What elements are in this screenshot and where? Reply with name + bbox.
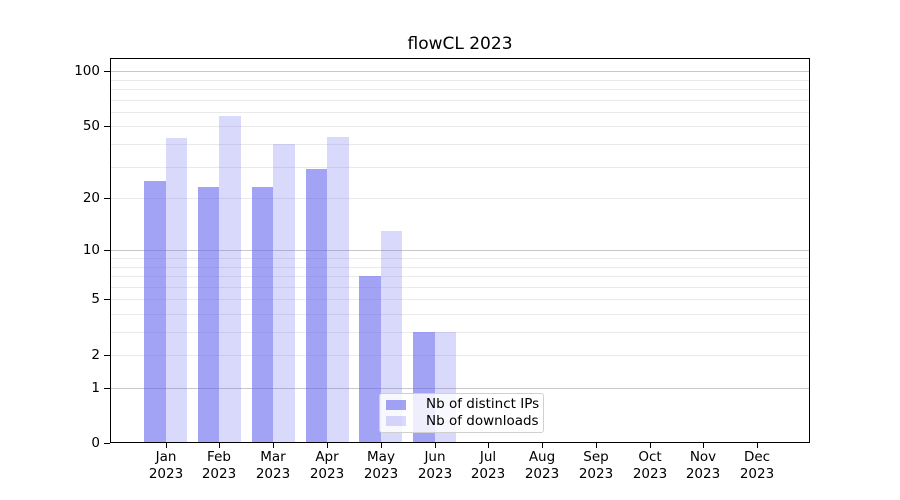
gridline-minor	[110, 287, 810, 288]
bar-nb-of-distinct-ips	[197, 187, 220, 443]
y-axis-tick	[104, 443, 110, 444]
x-axis-tick	[381, 443, 382, 448]
x-axis-tick	[488, 443, 489, 448]
y-axis-tick-label: 10	[82, 242, 100, 258]
x-axis-tick	[703, 443, 704, 448]
y-axis-tick-label: 1	[91, 380, 100, 396]
legend-swatch-distinct-ips	[386, 399, 406, 410]
gridline-major	[110, 71, 810, 72]
gridline-minor	[110, 167, 810, 168]
legend-swatch-downloads	[386, 416, 406, 427]
x-axis-tick-label: Dec 2023	[739, 449, 775, 482]
gridline-minor	[110, 89, 810, 90]
x-axis-tick	[273, 443, 274, 448]
x-axis-tick	[219, 443, 220, 448]
bar-nb-of-distinct-ips	[359, 276, 381, 443]
chart-title: flowCL 2023	[407, 34, 513, 54]
gridline-minor	[110, 332, 810, 333]
x-axis-tick-label: Mar 2023	[255, 449, 291, 482]
x-axis-tick-label: Jan 2023	[148, 449, 184, 482]
y-axis-tick	[104, 250, 110, 251]
gridline-minor	[110, 258, 810, 259]
x-axis-tick-label: Oct 2023	[632, 449, 668, 482]
gridline-minor	[110, 126, 810, 127]
gridline-minor	[110, 80, 810, 81]
x-axis-tick-label: Jul 2023	[470, 449, 506, 482]
gridline-minor	[110, 112, 810, 113]
y-axis-tick	[104, 71, 110, 72]
bar-nb-of-distinct-ips	[251, 187, 274, 443]
bar-nb-of-downloads	[380, 230, 403, 443]
gridline-major	[110, 388, 810, 389]
bar-nb-of-distinct-ips	[144, 180, 166, 443]
gridline-minor	[110, 144, 810, 145]
gridline-minor	[110, 198, 810, 199]
y-axis-tick-label: 50	[82, 118, 100, 134]
x-axis-tick-label: Nov 2023	[685, 449, 721, 482]
x-axis-tick	[650, 443, 651, 448]
gridline-minor	[110, 355, 810, 356]
gridline-minor	[110, 314, 810, 315]
y-axis-tick	[104, 198, 110, 199]
legend-item-distinct-ips: Nb of distinct IPs	[386, 396, 540, 413]
y-axis-tick-label: 100	[74, 63, 100, 79]
y-axis-tick	[104, 388, 110, 389]
y-axis-tick-label: 0	[91, 435, 100, 451]
x-axis-tick	[327, 443, 328, 448]
legend-label: Nb of distinct IPs	[426, 396, 540, 413]
y-axis-tick	[104, 355, 110, 356]
gridline-major	[110, 250, 810, 251]
bar-nb-of-distinct-ips	[305, 169, 327, 443]
gridline-minor	[110, 276, 810, 277]
x-axis-tick	[596, 443, 597, 448]
x-axis-tick-label: Apr 2023	[309, 449, 345, 482]
x-axis-tick-label: May 2023	[363, 449, 399, 482]
bar-nb-of-downloads	[273, 144, 295, 443]
y-axis-tick-label: 5	[91, 291, 100, 307]
x-axis-tick-label: Jun 2023	[417, 449, 453, 482]
bar-nb-of-downloads	[165, 138, 188, 443]
bar-nb-of-downloads	[327, 136, 349, 443]
y-axis-tick	[104, 299, 110, 300]
y-axis-tick-label: 2	[91, 347, 100, 363]
gridline-minor	[110, 100, 810, 101]
x-axis-tick-label: Feb 2023	[201, 449, 237, 482]
gridline-minor	[110, 267, 810, 268]
x-axis-tick	[542, 443, 543, 448]
legend-item-downloads: Nb of downloads	[386, 412, 539, 429]
x-axis-tick	[166, 443, 167, 448]
y-axis-tick	[104, 126, 110, 127]
x-axis-tick-label: Aug 2023	[524, 449, 560, 482]
legend: Nb of distinct IPs Nb of downloads	[379, 393, 544, 433]
bar-nb-of-downloads	[219, 116, 241, 443]
x-axis-tick	[435, 443, 436, 448]
y-axis-tick-label: 20	[82, 190, 100, 206]
gridline-minor	[110, 299, 810, 300]
x-axis-tick	[757, 443, 758, 448]
legend-label: Nb of downloads	[426, 412, 539, 429]
x-axis-tick-label: Sep 2023	[578, 449, 614, 482]
